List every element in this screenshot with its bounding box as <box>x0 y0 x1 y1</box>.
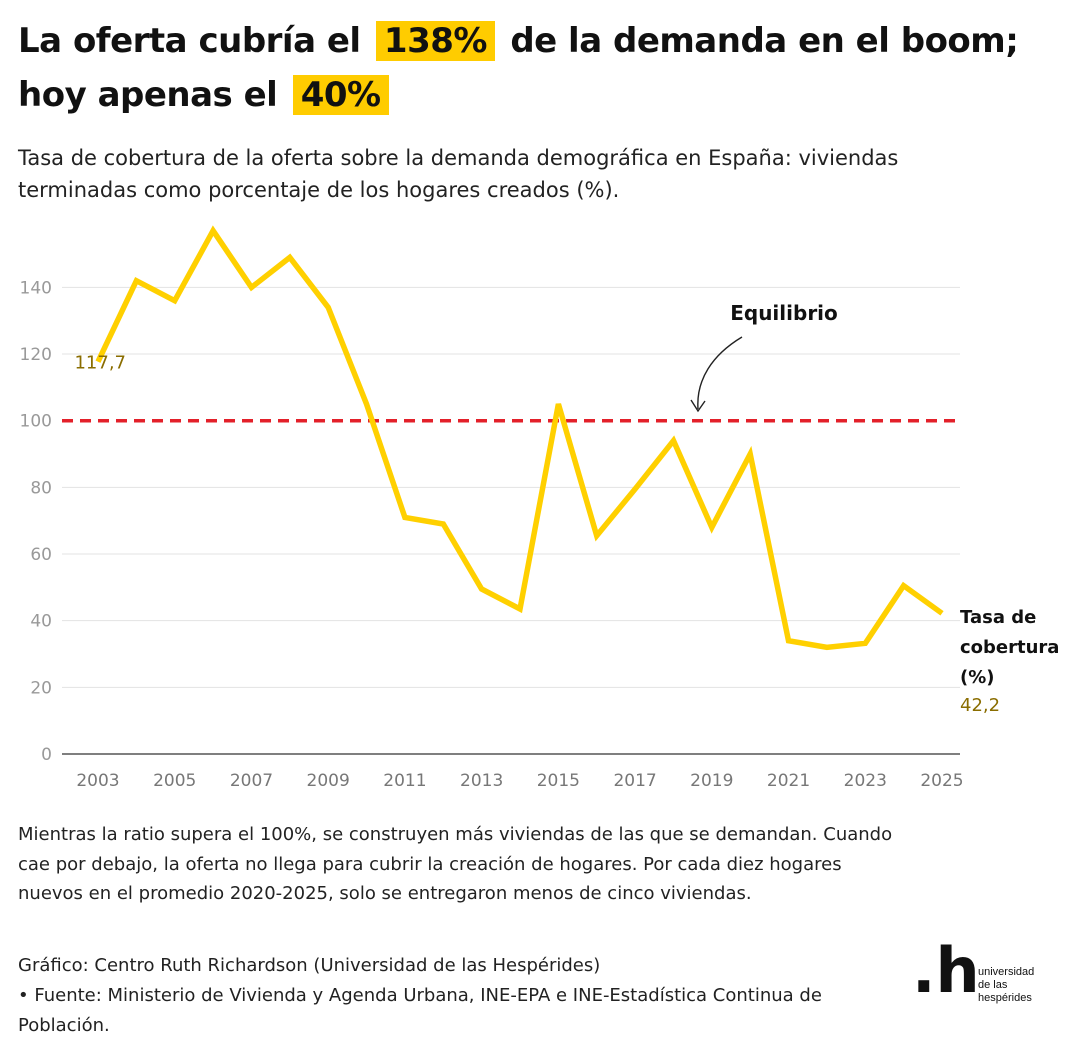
y-tick-label: 40 <box>30 612 52 632</box>
x-tick-label: 2015 <box>537 771 580 791</box>
title-part1: La oferta cubría el <box>18 21 361 61</box>
first-value-label: 117,7 <box>74 353 126 374</box>
chart-title: La oferta cubría el 138% de la demanda e… <box>18 14 1068 122</box>
x-tick-label: 2005 <box>153 771 196 791</box>
last-value-label: 42,2 <box>960 695 1000 716</box>
chart-source: Gráfico: Centro Ruth Richardson (Univers… <box>18 951 898 1041</box>
x-tick-label: 2017 <box>613 771 656 791</box>
logo-mark: .h <box>912 934 980 1007</box>
series-line-tasa-cobertura <box>95 225 944 651</box>
title-part2: de la demanda en el boom; <box>510 21 1019 61</box>
data-source: • Fuente: Ministerio de Vivienda y Agend… <box>18 985 822 1036</box>
x-tick-label: 2007 <box>230 771 273 791</box>
title-part3: hoy apenas el <box>18 75 278 115</box>
x-tick-label: 2019 <box>690 771 733 791</box>
y-tick-label: 60 <box>30 545 52 565</box>
x-tick-label: 2011 <box>383 771 426 791</box>
y-tick-label: 120 <box>20 345 52 365</box>
series-label-line: (%) <box>960 667 995 688</box>
graphic-credit: Gráfico: Centro Ruth Richardson (Univers… <box>18 955 601 976</box>
y-tick-label: 100 <box>20 412 52 432</box>
equilibrium-arrow <box>697 336 743 410</box>
chart-note: Mientras la ratio supera el 100%, se con… <box>18 824 893 904</box>
x-tick-label: 2021 <box>767 771 810 791</box>
equilibrium-arrowhead <box>690 399 706 413</box>
chart-subtitle: Tasa de cobertura de la oferta sobre la … <box>18 146 899 202</box>
y-tick-label: 80 <box>30 478 52 498</box>
x-tick-label: 2025 <box>920 771 963 791</box>
x-tick-label: 2013 <box>460 771 503 791</box>
logo-text: universidad de las hespérides <box>978 966 1034 1005</box>
series-label-line: Tasa de <box>960 607 1036 628</box>
x-tick-label: 2003 <box>76 771 119 791</box>
series-label-line: cobertura <box>960 637 1059 658</box>
title-highlight-138: 138% <box>375 21 495 61</box>
equilibrium-label: Equilibrio <box>730 301 838 325</box>
logo-line-3: hespérides <box>978 992 1032 1004</box>
x-tick-label: 2023 <box>844 771 887 791</box>
university-logo: .h universidad de las hespérides <box>912 936 1062 1010</box>
y-tick-label: 140 <box>20 278 52 298</box>
x-tick-label: 2009 <box>307 771 350 791</box>
line-chart: 0 20 40 60 80 100 120 140 2003 2005 2007 2009 2011 20… <box>20 225 1059 791</box>
y-tick-label: 0 <box>41 745 52 765</box>
title-highlight-40: 40% <box>292 75 389 115</box>
logo-line-1: universidad <box>978 966 1035 978</box>
y-tick-label: 20 <box>30 678 52 698</box>
logo-line-2: de las <box>978 979 1008 991</box>
